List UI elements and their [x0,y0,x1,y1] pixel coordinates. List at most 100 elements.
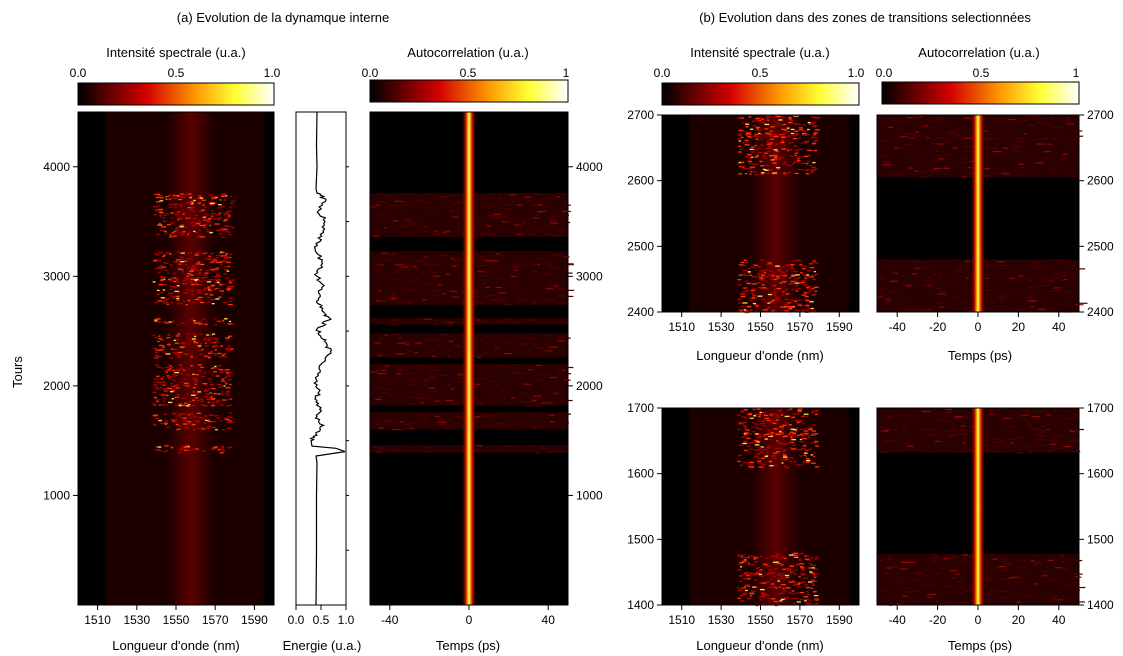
heatmap-cell [539,420,547,422]
heatmap-cell [767,445,771,447]
heatmap-cell [170,212,175,214]
heatmap-cell [183,353,189,355]
heatmap-cell [178,414,182,416]
heatmap-cell [756,440,761,442]
heatmap-cell [961,433,968,435]
x-tick-label: -20 [929,613,947,627]
heatmap-cell [174,348,178,350]
heatmap-cell [200,426,203,428]
heatmap-cell [758,433,762,435]
heatmap-cell [156,289,160,292]
heatmap-cell [757,274,760,277]
heatmap-cell [170,277,174,279]
heatmap-cell [805,133,809,135]
heatmap-cell [494,345,500,347]
heatmap-cell [746,597,751,600]
heatmap-cell [1018,559,1026,561]
heatmap-cell [768,273,773,276]
heatmap-cell [370,260,379,262]
heatmap-cell [921,176,929,178]
heatmap-cell [197,391,201,393]
heatmap-cell [158,210,163,212]
heatmap-cell [230,417,233,419]
heatmap-cell [897,137,902,139]
heatmap-cell [769,159,773,161]
heatmap-cell [930,142,939,145]
heatmap-cell [761,463,766,465]
heatmap-cell [782,458,787,460]
heatmap-cell [203,390,209,392]
heatmap-cell [888,557,894,559]
heatmap-cell [802,274,808,276]
heatmap-cell [530,264,539,266]
heatmap-cell [228,300,232,303]
heatmap-cell [494,449,500,451]
heatmap-cell [766,572,770,575]
heatmap-cell [1008,425,1013,427]
heatmap-cell [451,264,460,266]
heatmap-cell [763,411,766,414]
x-tick-label: 40 [542,613,556,627]
heatmap-cell [937,158,945,160]
heatmap-cell [152,404,157,407]
x-tick-label: 1570 [202,613,229,627]
heatmap-cell [488,233,496,235]
heatmap-cell [554,393,558,395]
heatmap-cell [935,160,943,162]
heatmap-cell [223,214,226,216]
heatmap-cell [1051,116,1055,118]
heatmap-cell [881,294,886,296]
heatmap-cell [531,301,536,304]
heatmap-cell [780,443,785,445]
heatmap-cell [397,369,403,371]
heatmap-cell [399,268,407,271]
heatmap-cell [529,412,539,414]
heatmap-cell [929,169,936,172]
heatmap-cell [911,273,918,275]
heatmap-cell [878,589,888,592]
heatmap-cell [813,126,817,128]
heatmap-cell [549,346,559,348]
heatmap-cell [557,344,565,347]
heatmap-cell [474,416,481,418]
heatmap-cell [421,272,426,275]
heatmap-cell [808,428,813,431]
heatmap-cell [428,373,435,375]
heatmap-cell [433,323,438,326]
heatmap-cell [761,284,765,286]
heatmap-cell [230,279,235,281]
heatmap-cell [169,419,173,421]
section-b-title: (b) Evolution dans des zones de transiti… [699,10,1031,25]
heatmap-cell [423,230,428,233]
heatmap-cell [197,202,202,204]
heatmap-cell [763,272,767,274]
heatmap-cell [778,269,782,271]
heatmap-cell [744,290,750,292]
heatmap-cell [783,557,787,560]
heatmap-cell [489,380,496,382]
heatmap-cell [1025,295,1033,297]
heatmap-cell [527,227,533,229]
heatmap-cell [783,129,788,131]
x-tick-label: 1590 [826,320,853,334]
heatmap-cell [212,371,217,373]
heatmap-cell [812,121,816,124]
heatmap-cell [164,420,168,422]
heatmap-cell [406,279,410,281]
heatmap-cell [781,140,784,142]
autocorrelation-peak [461,112,477,605]
heatmap-cell [225,394,231,396]
heatmap-cell [1047,143,1053,145]
heatmap-cell [195,283,199,285]
heatmap-cell [512,372,522,374]
heatmap-cell [224,336,229,339]
heatmap-cell [179,226,184,228]
heatmap-cell [766,451,770,454]
heatmap-cell [173,380,176,382]
heatmap-cell [794,285,799,287]
heatmap-cell [804,277,807,279]
heatmap-cell [226,339,229,341]
heatmap-cell [192,377,197,379]
heatmap-cell [177,324,180,326]
heatmap-cell [215,401,219,404]
